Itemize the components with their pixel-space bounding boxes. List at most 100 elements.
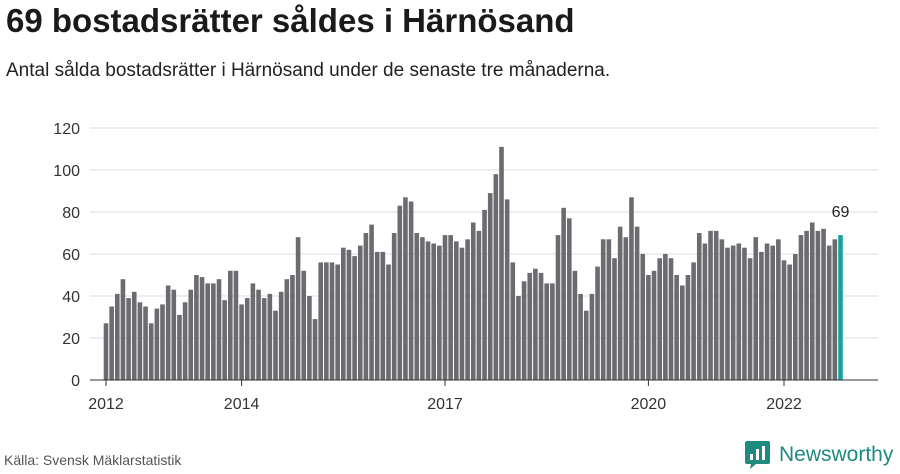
bar [335,264,340,380]
bar [646,275,651,380]
bar [821,228,826,380]
bar [798,235,804,380]
bar [826,245,832,380]
bar [572,270,578,380]
bar [228,270,233,380]
bar [341,247,346,380]
bar [312,319,318,380]
bar [809,222,815,380]
bar [533,268,538,380]
bar [730,245,736,380]
bar [244,298,250,380]
bar [216,279,222,380]
bar [397,205,403,380]
bar [267,293,273,380]
bar [290,275,295,380]
x-tick-label: 2012 [88,396,124,410]
bar [357,245,363,380]
bar [764,243,770,380]
bar [725,247,730,380]
bar [555,235,561,380]
bar [278,291,284,380]
x-tick-label: 2022 [766,396,802,410]
bar [776,239,781,380]
bar [612,258,617,380]
bar [578,293,583,380]
latest-value-label: 69 [832,204,850,221]
bar [793,254,798,380]
bar [696,233,702,380]
bar [386,264,391,380]
bar [713,230,719,380]
bar [256,289,261,380]
bar [606,239,612,380]
bar-chart: 0 20 40 60 80 100 120 2012 2014 2017 2020 2022 69 [53,121,878,410]
bar [708,230,713,380]
bar [137,302,143,380]
bar [538,272,544,380]
bar [329,262,335,380]
brand-name: Newsworthy [779,443,894,466]
bar [561,207,566,380]
bar [583,310,589,380]
bar [787,264,792,380]
bar [143,306,148,380]
bar [188,289,194,380]
bar [663,254,668,380]
bar [595,266,600,380]
bar [521,281,527,380]
y-tick-label: 20 [62,331,80,348]
bar [295,237,301,380]
bar [403,197,408,380]
bar [657,258,662,380]
bar [504,199,510,380]
bar [600,239,606,380]
bar [832,239,838,380]
bar [544,283,549,380]
bar [131,291,137,380]
bar [250,283,256,380]
bar [629,197,634,380]
bar [742,247,747,380]
chart-subtitle: Antal sålda bostadsrätter i Härnösand un… [6,60,611,81]
bar [747,258,753,380]
bar [617,226,623,380]
bar [719,239,725,380]
bar [476,230,482,380]
bar [487,193,493,380]
bar [211,283,216,380]
bar [465,239,470,380]
bar [408,201,414,380]
bar [437,245,442,380]
bar [753,237,759,380]
bar [815,230,821,380]
bar [454,241,459,380]
bar [442,235,448,380]
bar [380,251,386,380]
y-tick-label: 100 [53,163,80,180]
bar [115,293,120,380]
bar [804,230,809,380]
bar [199,277,205,380]
bar [171,289,177,380]
y-tick-label: 120 [53,121,80,138]
brand-logo[interactable]: Newsworthy [744,440,893,470]
bar [448,235,453,380]
bar [363,233,369,380]
bar [470,222,476,380]
y-tick-label: 80 [62,205,80,222]
bar [685,275,691,380]
x-tick-label: 2014 [224,396,260,410]
bar [307,296,312,380]
bar [691,262,696,380]
y-tick-label: 60 [62,247,80,264]
bar [770,245,775,380]
bar [160,304,165,380]
bar [634,226,640,380]
bar [369,224,374,380]
bar [165,285,171,380]
bar [261,298,267,380]
bar [493,174,499,380]
bar [567,218,572,380]
bar [374,251,380,380]
